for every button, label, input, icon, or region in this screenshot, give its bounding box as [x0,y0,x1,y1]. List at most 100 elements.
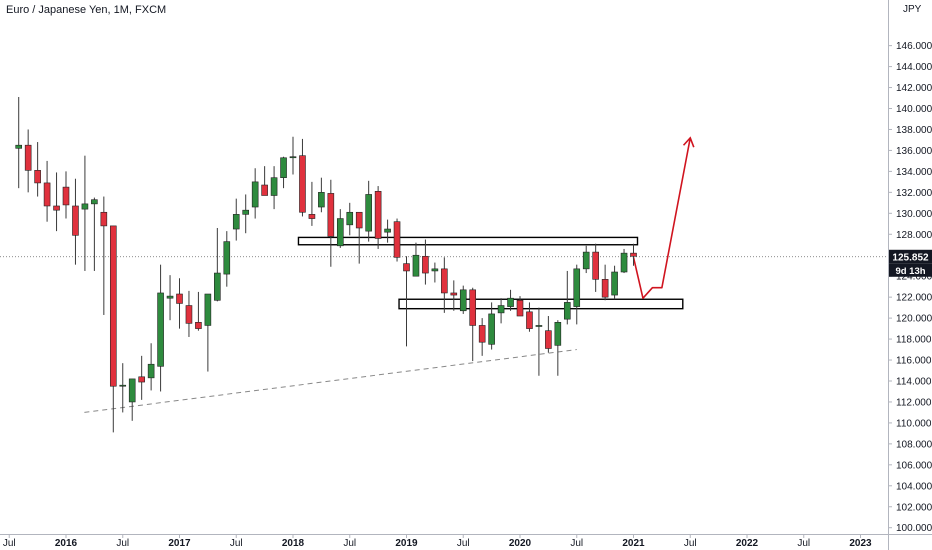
y-tick-label: 112.000 [896,397,932,408]
candle [355,211,363,264]
candle [336,209,344,248]
candle-body-up [214,272,221,301]
candle-body-down [422,255,429,274]
candle [24,129,32,193]
candle-body-down [261,184,268,196]
candle [441,257,448,313]
candle [280,156,287,189]
candle [346,202,354,236]
candle-body-up [365,194,372,232]
candle [261,166,268,196]
candle-body-down [308,214,316,219]
candle [611,265,618,300]
candle-body-up [554,322,562,346]
projection-arrow-path [632,137,692,300]
candle [176,278,183,329]
candle [138,355,145,400]
candle [459,285,467,314]
candle [630,243,637,266]
candle [242,194,250,234]
candle [450,280,458,311]
last-price-value: 125.852 [892,252,929,263]
candle-body-down [176,293,183,304]
candle [308,181,316,226]
x-tick-label: Jul [684,538,697,549]
bar-countdown: 9d 13h [895,266,925,277]
candle [289,136,297,175]
candle [119,363,127,413]
y-tick-label: 146.000 [896,41,932,52]
candle-body-up [620,252,628,273]
x-tick-label: Jul [230,538,243,549]
candle [166,275,174,321]
candle [403,256,410,347]
candle-body-up [119,384,127,387]
price-axis: 100.000 102.000 104.000 106.000 108.000 110.0… [888,41,932,534]
y-tick-label: 128.000 [896,230,932,241]
candle-body-up [251,181,259,208]
candle [488,302,495,350]
x-tick-label: 2020 [509,538,532,549]
candle [620,248,628,274]
candle-body-up [223,241,231,275]
x-tick-label: Jul [343,538,356,549]
candle [223,231,231,287]
candle [582,245,590,274]
candle-body-down [195,322,202,329]
candle [43,160,51,222]
y-tick-label: 142.000 [896,83,932,94]
candle [91,197,98,271]
candle [72,178,79,265]
candle-body-down [516,299,524,317]
candle-body-up [81,203,89,210]
candle-body-up [242,209,250,215]
x-tick-label: 2016 [55,538,78,549]
candle-body-up [91,199,98,205]
y-tick-label: 104.000 [896,481,932,492]
candle-body-up [204,293,212,326]
candle-body-up [535,325,543,327]
y-tick-label: 100.000 [896,523,932,534]
y-tick-label: 110.000 [896,418,932,429]
candle-body-up [280,157,287,178]
candle [431,262,439,283]
candle-body-down [100,211,108,227]
candle-body-down [355,211,363,229]
y-tick-label: 122.000 [896,293,932,304]
candle-body-down [630,252,637,257]
candle [601,264,609,301]
y-tick-label: 120.000 [896,314,932,325]
candle-body-down [34,170,41,184]
projection-arrow-head [682,136,695,148]
candle-body-down [469,289,477,326]
candle-body-up [128,378,136,403]
candle [251,168,259,219]
candle [62,171,70,219]
candle [109,225,117,433]
candle [327,179,335,267]
candle [412,242,420,277]
candle [147,343,155,391]
candle [185,290,193,337]
candle-body-down [327,193,335,237]
candle-body-up [147,363,155,379]
x-tick-label: 2023 [849,538,872,549]
y-tick-label: 106.000 [896,460,932,471]
y-tick-label: 140.000 [896,104,932,115]
candle [592,243,599,292]
candle-body-down [53,205,60,211]
candle-body-down [374,191,382,239]
x-tick-label: 2019 [395,538,418,549]
candle [53,172,60,232]
last-price-tag [889,249,932,264]
candle-body-down [526,311,533,329]
y-tick-label: 130.000 [896,209,932,220]
x-tick-label: Jul [116,538,129,549]
candle [563,270,571,325]
candle [157,264,164,392]
candle-body-down [62,186,70,206]
y-tick-label: 144.000 [896,62,932,73]
candle-body-down [72,205,79,236]
candle [374,186,382,249]
